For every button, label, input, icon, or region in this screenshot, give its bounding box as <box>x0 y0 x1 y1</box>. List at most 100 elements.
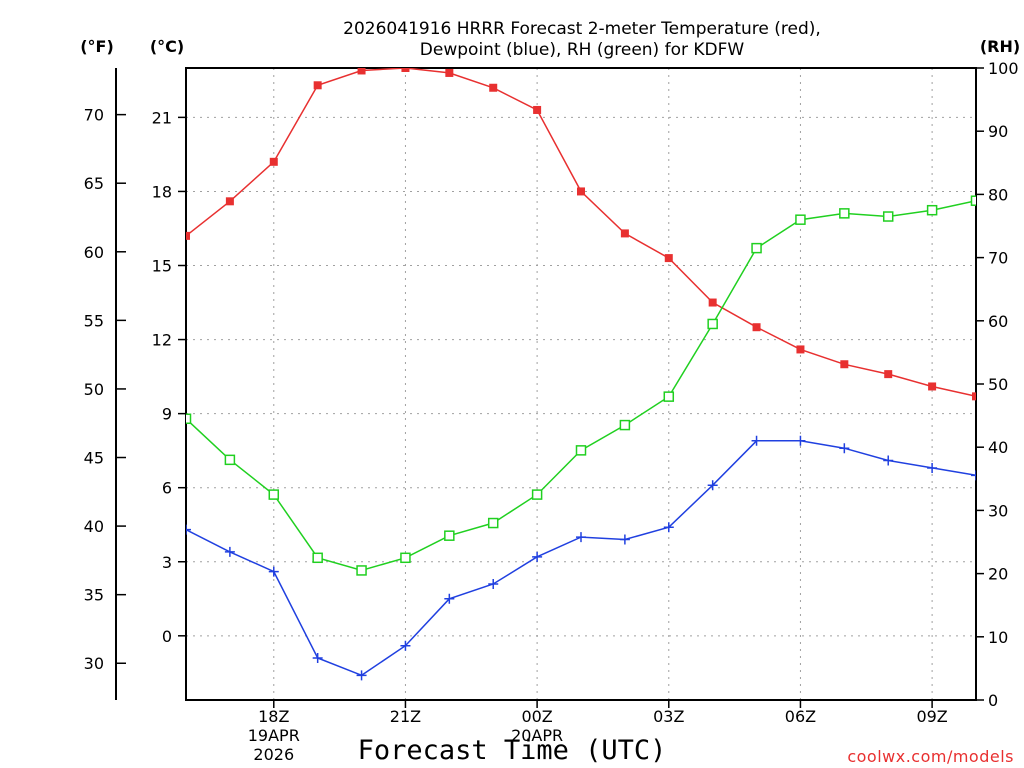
x-tick-label: 09Z <box>916 707 947 726</box>
x-tick-date-label: 19APR <box>248 726 300 745</box>
series-layer <box>186 68 976 681</box>
rh-point <box>531 489 543 500</box>
fahrenheit-tick-label: 45 <box>84 449 104 468</box>
rh-tick-label: 50 <box>988 375 1008 394</box>
temperature-point <box>796 345 805 354</box>
x-tick-label: 03Z <box>653 707 684 726</box>
temperature-point <box>928 382 937 391</box>
grid-layer <box>186 68 976 700</box>
rh-line <box>186 199 976 572</box>
credit-text: coolwx.com/models <box>847 747 1014 766</box>
celsius-tick-label: 12 <box>152 331 172 350</box>
plot-frame <box>185 67 977 701</box>
celsius-tick-label: 9 <box>162 405 172 424</box>
fahrenheit-tick-label: 70 <box>84 106 104 125</box>
dewpoint-point <box>488 578 499 589</box>
rh-tick-label: 70 <box>988 249 1008 268</box>
temperature-point <box>445 68 454 77</box>
celsius-tick-label: 6 <box>162 479 172 498</box>
dewpoint-point <box>268 566 279 577</box>
x-tick-label: 06Z <box>785 707 816 726</box>
rh-point <box>575 445 587 456</box>
rh-point <box>751 242 762 254</box>
temperature-series <box>186 68 976 401</box>
temperature-point <box>186 231 190 240</box>
rh-series <box>186 195 976 576</box>
celsius-tick-label: 21 <box>152 108 172 127</box>
fahrenheit-tick-label: 65 <box>84 174 104 193</box>
dewpoint-point <box>619 534 630 545</box>
x-tick-label: 00Z <box>521 707 552 726</box>
dewpoint-point <box>839 443 850 454</box>
temperature-point <box>752 323 761 332</box>
temperature-point <box>708 298 717 307</box>
x-tick-label: 18Z <box>258 707 289 726</box>
rh-point <box>619 419 631 431</box>
rh-point <box>224 454 236 466</box>
celsius-tick-label: 3 <box>162 553 172 572</box>
temperature-point <box>225 197 234 206</box>
rh-point <box>444 530 455 541</box>
dewpoint-point <box>971 470 976 481</box>
temperature-point <box>620 229 629 238</box>
temperature-point <box>269 157 278 166</box>
rh-point <box>970 195 976 206</box>
rh-tick-label: 40 <box>988 438 1008 457</box>
rh-point <box>795 214 806 225</box>
temperature-point <box>357 68 366 75</box>
rh-point <box>186 413 192 425</box>
dewpoint-point <box>224 546 235 557</box>
temperature-point <box>489 83 498 92</box>
x-axis-label: Forecast Time (UTC) <box>358 735 667 766</box>
fahrenheit-tick-label: 40 <box>84 517 104 536</box>
rh-point <box>839 208 850 219</box>
rh-point <box>487 517 499 529</box>
rh-point <box>663 391 675 402</box>
x-tick-date-label: 20APR <box>511 726 563 745</box>
rh-tick-label: 10 <box>988 628 1008 647</box>
temperature-line <box>186 68 976 398</box>
fahrenheit-unit-label: (°F) <box>80 37 114 56</box>
dewpoint-point <box>312 653 323 664</box>
rh-point <box>707 318 718 330</box>
celsius-tick-label: 18 <box>152 182 172 201</box>
dewpoint-point <box>356 670 367 681</box>
dewpoint-point <box>795 435 806 446</box>
dewpoint-point <box>400 640 411 651</box>
rh-point <box>356 565 367 576</box>
dewpoint-point <box>186 524 191 535</box>
temperature-point <box>577 187 585 196</box>
dewpoint-point <box>663 522 674 533</box>
x-tick-label: 21Z <box>390 707 421 726</box>
rh-unit-label: (RH) <box>980 37 1020 56</box>
rh-point <box>400 552 411 564</box>
fahrenheit-tick-label: 60 <box>84 243 104 262</box>
chart-title-line2: Dewpoint (blue), RH (green) for KDFW <box>420 40 745 60</box>
celsius-unit-label: (°C) <box>150 37 184 56</box>
celsius-tick-label: 0 <box>162 627 172 646</box>
dewpoint-point <box>927 462 938 473</box>
x-tick-year-label: 2026 <box>253 745 294 764</box>
temperature-point <box>840 360 849 369</box>
temperature-point <box>972 392 976 401</box>
temperature-point <box>664 254 673 263</box>
rh-point <box>926 204 938 216</box>
chart-title-line1: 2026041916 HRRR Forecast 2-meter Tempera… <box>343 19 821 39</box>
rh-point <box>312 552 323 564</box>
rh-tick-label: 30 <box>988 501 1008 520</box>
fahrenheit-tick-label: 30 <box>84 654 104 673</box>
temperature-point <box>401 68 410 72</box>
fahrenheit-tick-label: 50 <box>84 380 104 399</box>
dewpoint-line <box>186 440 976 677</box>
dewpoint-point <box>883 455 894 466</box>
rh-tick-label: 80 <box>988 185 1008 204</box>
fahrenheit-tick-label: 35 <box>84 586 104 605</box>
dewpoint-point <box>576 532 586 543</box>
dewpoint-point <box>707 480 718 491</box>
dewpoint-series <box>186 435 976 681</box>
rh-tick-label: 60 <box>988 312 1008 331</box>
rh-point <box>268 489 280 500</box>
temperature-point <box>533 105 542 114</box>
rh-tick-label: 0 <box>988 691 998 710</box>
